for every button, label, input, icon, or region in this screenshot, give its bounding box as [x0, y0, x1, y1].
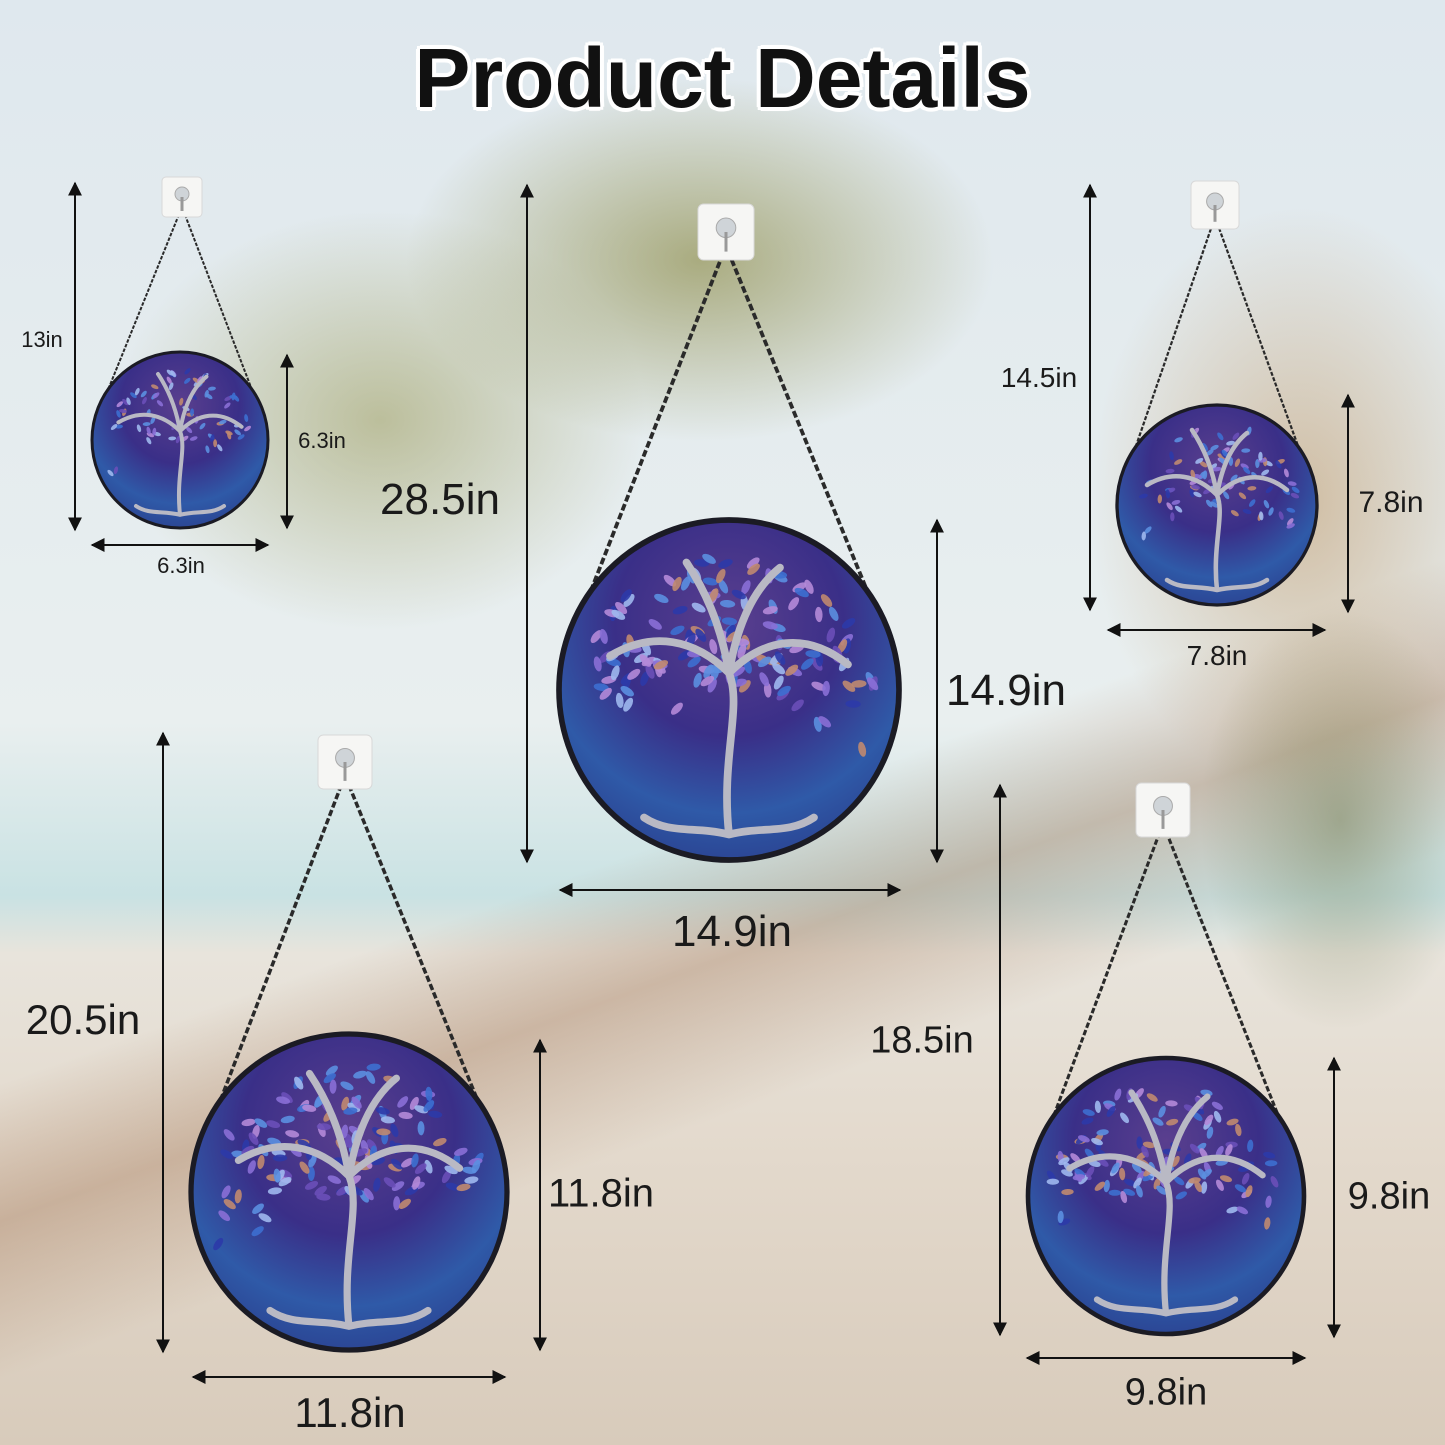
tree-trunk — [606, 558, 852, 839]
tree-trunk — [116, 372, 244, 517]
chain — [1052, 819, 1280, 1117]
tree-of-life-suncatcher — [1025, 1055, 1307, 1337]
ornament-extra-large — [520, 183, 944, 897]
ornament-small — [68, 176, 294, 552]
tree-trunk — [1066, 1089, 1266, 1317]
chain — [1134, 213, 1300, 448]
total-height-label: 13in — [21, 327, 63, 352]
ornament-medium — [993, 782, 1341, 1365]
tree-trunk — [1144, 427, 1290, 593]
ornament-large — [156, 731, 547, 1384]
diameter-width-label: 9.8in — [1124, 1371, 1208, 1414]
tree-of-life-suncatcher — [188, 1031, 510, 1353]
diameter-height-label: 11.8in — [547, 1171, 655, 1216]
diameter-height-label: 14.9in — [946, 666, 1066, 715]
tree-of-life-suncatcher — [90, 350, 270, 530]
diameter-width-label: 14.9in — [672, 907, 792, 956]
total-height-label: 18.5in — [870, 1019, 974, 1062]
tree-trunk — [234, 1069, 464, 1330]
total-height-label: 28.5in — [380, 475, 500, 524]
ornament-medium-small — [1083, 180, 1355, 637]
page-title: Product Details — [414, 31, 1031, 125]
diameter-width-label: 6.3in — [157, 553, 205, 578]
diameter-height-label: 7.8in — [1358, 486, 1424, 519]
tree-of-life-suncatcher — [556, 517, 902, 863]
diameter-width-label: 11.8in — [294, 1389, 406, 1436]
diameter-width-label: 7.8in — [1186, 640, 1248, 671]
total-height-label: 20.5in — [25, 996, 141, 1043]
tree-of-life-suncatcher — [1115, 403, 1319, 607]
diameter-height-label: 6.3in — [298, 428, 346, 453]
diameter-height-label: 9.8in — [1347, 1175, 1431, 1218]
total-height-label: 14.5in — [1000, 362, 1078, 393]
